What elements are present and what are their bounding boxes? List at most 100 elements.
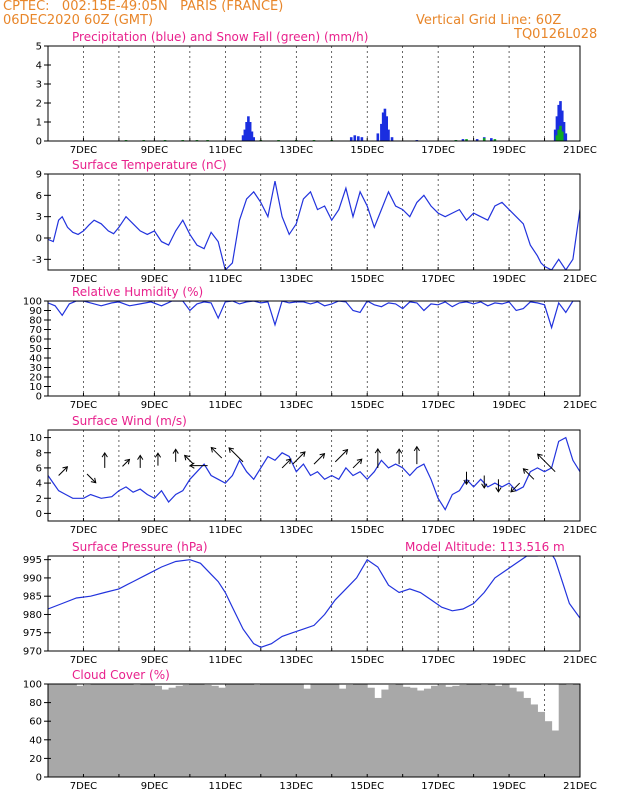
cloud-bar [487, 684, 496, 777]
panel-2 [44, 173, 581, 271]
cloud-bar [260, 684, 269, 777]
y-tick-label: 30 [29, 363, 42, 374]
cloud-bar [331, 684, 340, 777]
x-tick-label: 7DEC [70, 781, 97, 792]
cloud-bar [494, 685, 503, 777]
y-tick-label: 2 [36, 494, 42, 505]
wind-arrow [396, 448, 403, 465]
cloud-bar [133, 684, 141, 777]
x-tick-label: 15DEC [350, 655, 384, 666]
cloud-bar [274, 684, 283, 777]
x-tick-label: 13DEC [279, 274, 313, 285]
precip-bar [247, 116, 250, 141]
precip-bar [380, 123, 383, 141]
x-tick-label: 9DEC [141, 145, 168, 156]
cloud-bar [544, 721, 553, 777]
wind-arrow [86, 473, 97, 484]
x-tick-label: 17DEC [421, 400, 455, 411]
y-tick-label: 80 [29, 316, 42, 327]
x-tick-label: 17DEC [421, 525, 455, 536]
x-tick-label: 21DEC [563, 781, 597, 792]
precip-bar [562, 122, 566, 141]
header-station: CPTEC: 002:15E-49:05N PARIS (FRANCE) [3, 0, 284, 14]
cloud-bar [204, 684, 212, 777]
precip-bar [390, 137, 394, 141]
panel-4 [44, 429, 581, 522]
y-tick-label: 2 [36, 99, 42, 110]
wind-arrow [228, 447, 244, 463]
cloud-bar [118, 684, 127, 777]
wind-arrow [210, 446, 223, 459]
plot-frame [47, 300, 581, 397]
x-tick-label: 11DEC [208, 145, 242, 156]
cloud-bar [140, 684, 148, 777]
y-tick-label: 50 [29, 344, 42, 355]
wind-arrow [154, 452, 162, 466]
x-tick-label: 15DEC [350, 274, 384, 285]
y-tick-label: 6 [36, 463, 42, 474]
y-tick-label: 980 [23, 610, 42, 621]
precip-bar [243, 129, 247, 141]
cloud-bar [239, 684, 248, 777]
precip-bar [559, 101, 562, 141]
panel-3 [44, 300, 581, 397]
x-tick-label: 19DEC [492, 525, 526, 536]
wind-arrow [137, 454, 144, 468]
panel-title: Cloud Cover (%) [72, 668, 170, 682]
x-tick-label: 21DEC [563, 525, 597, 536]
precip-bar [560, 110, 564, 141]
y-tick-label: 8 [36, 448, 42, 459]
wind-arrow [522, 468, 535, 480]
cloud-bar [126, 684, 134, 777]
y-tick-label: 0 [36, 773, 42, 784]
x-tick-label: 17DEC [421, 781, 455, 792]
cloud-bar [353, 684, 361, 777]
y-tick-label: 4 [36, 61, 42, 72]
cloud-bar [431, 685, 439, 777]
x-tick-label: 13DEC [279, 400, 313, 411]
cloud-bar [225, 684, 233, 777]
precip-bar [241, 135, 245, 141]
precip-bar [555, 116, 559, 141]
precip-bar [555, 135, 559, 141]
x-tick-label: 11DEC [208, 655, 242, 666]
cloud-bar [409, 687, 418, 777]
cloud-bar [501, 684, 510, 777]
cloud-bar [76, 685, 84, 777]
plot-frame [47, 683, 581, 778]
precip-bar [564, 133, 568, 141]
x-tick-label: 7DEC [70, 274, 97, 285]
header-date: 06DEC2020 60Z (GMT) [3, 13, 154, 28]
cloud-bar [282, 684, 290, 777]
precip-bar [360, 137, 364, 141]
y-tick-label: 970 [23, 647, 42, 658]
precip-bar [252, 137, 256, 141]
wind-arrow [281, 458, 292, 469]
series-line [48, 436, 580, 511]
wind-arrow [334, 448, 349, 463]
cloud-bar [218, 687, 226, 777]
wind-arrow [184, 454, 194, 465]
y-tick-label: 60 [29, 335, 42, 346]
y-tick-label: 3 [36, 212, 42, 223]
y-tick-label: 0 [36, 137, 42, 148]
cloud-bar [111, 684, 120, 777]
cloud-bar [381, 689, 389, 777]
cloud-bar [317, 684, 326, 777]
x-tick-label: 7DEC [70, 145, 97, 156]
cloud-bar [296, 684, 304, 777]
cloud-bar [324, 684, 333, 777]
cloud-bar [104, 684, 113, 777]
cloud-bar [423, 688, 432, 777]
cloud-bar [161, 689, 170, 777]
y-tick-label: 985 [23, 592, 42, 603]
x-tick-label: 11DEC [208, 525, 242, 536]
x-tick-label: 17DEC [421, 274, 455, 285]
x-tick-label: 9DEC [141, 400, 168, 411]
precip-bar [490, 138, 493, 141]
x-tick-label: 21DEC [563, 400, 597, 411]
y-tick-label: 10 [29, 382, 42, 393]
y-tick-label: 40 [29, 354, 42, 365]
y-tick-label: 0 [36, 509, 42, 520]
